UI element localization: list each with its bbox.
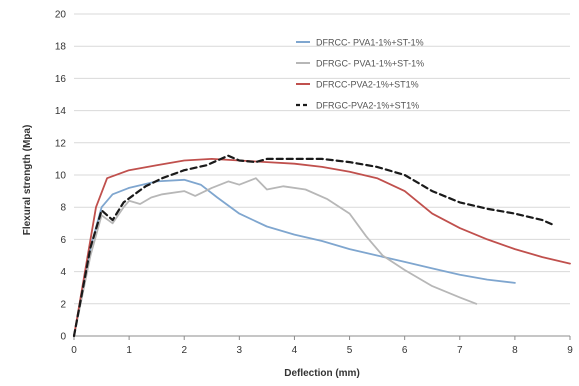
x-tick-label: 2 [181,345,187,356]
x-tick-label: 4 [292,345,298,356]
y-tick-label: 18 [55,42,67,53]
x-tick-label: 8 [512,345,518,356]
y-tick-label: 2 [60,299,66,310]
series-lines [72,154,571,338]
y-tick-label: 16 [55,74,67,85]
y-tick-label: 8 [60,203,66,214]
series-line-1 [73,178,516,337]
legend-label-2: DFRGC- PVA1-1%+ST-1% [316,59,424,69]
series-line-4 [72,154,555,338]
y-tick-label: 20 [55,10,67,21]
x-tick-label: 9 [567,345,573,356]
y-tick-label: 14 [55,106,67,117]
series-line-2 [73,177,478,337]
x-tick-label: 7 [457,345,463,356]
x-tick-label: 3 [237,345,243,356]
x-tick-label: 1 [126,345,132,356]
x-tick-label: 5 [347,345,353,356]
y-tick-label: 6 [60,235,66,246]
grid-lines [74,13,570,337]
x-tick-label: 0 [71,345,77,356]
legend-label-1: DFRCC- PVA1-1%+ST-1% [316,38,424,48]
y-tick-label: 4 [60,267,66,278]
y-tick-label: 10 [55,171,67,182]
legend-label-4: DFRGC-PVA2-1%+ST1% [316,101,419,111]
x-axis-title: Deflection (mm) [284,368,360,379]
y-tick-label: 0 [60,332,66,343]
series-line-3 [73,157,571,337]
y-tick-label: 12 [55,138,67,149]
legend: DFRCC- PVA1-1%+ST-1% DFRGC- PVA1-1%+ST-1%… [296,38,424,111]
x-tick-label: 6 [402,345,408,356]
legend-label-3: DFRCC-PVA2-1%+ST1% [316,80,419,90]
y-axis-title: Flexural strength (Mpa) [22,125,33,236]
